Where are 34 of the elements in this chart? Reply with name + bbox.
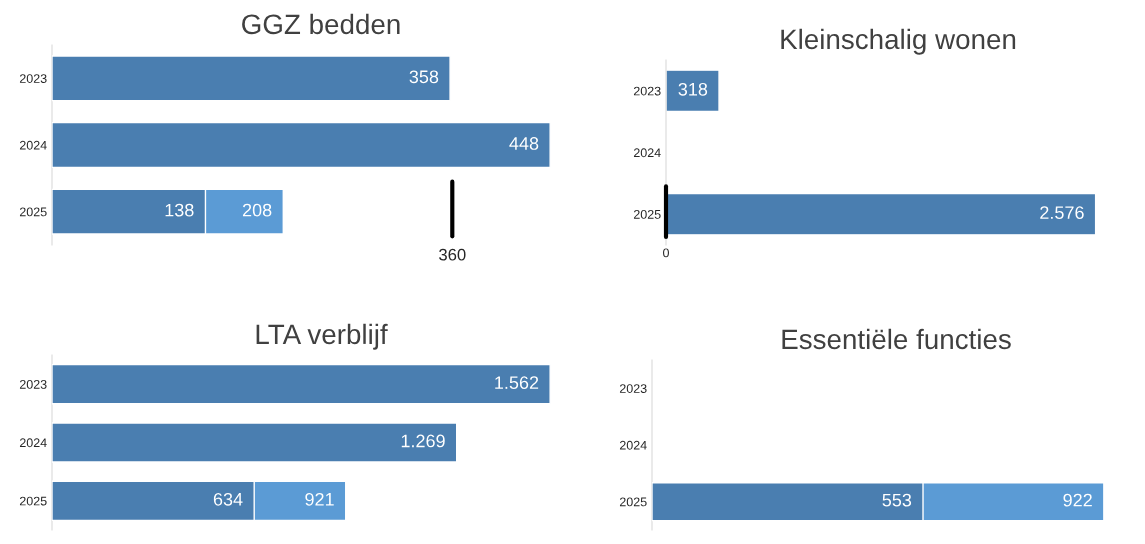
data-label: 448 (509, 137, 539, 150)
data-label: 1.269 (401, 434, 445, 448)
ref-line-label: 0 (663, 248, 669, 258)
data-label: 921 (305, 492, 334, 506)
y-tick-label: 2024 (619, 440, 647, 450)
y-tick-label: 2025 (633, 209, 661, 219)
bar (52, 422, 458, 463)
chart-title: GGZ bedden (242, 13, 400, 35)
bar (52, 121, 551, 169)
y-tick-label: 2023 (19, 74, 47, 83)
data-label: 553 (882, 493, 912, 507)
y-tick-label: 2024 (633, 148, 661, 158)
chart-title: LTA verblijf (256, 323, 388, 350)
data-label: 208 (242, 203, 272, 217)
data-label: 1.562 (495, 376, 539, 390)
bar (52, 363, 551, 405)
data-label: 2.576 (1040, 206, 1084, 220)
y-tick-label: 2024 (19, 438, 47, 448)
data-label: 138 (165, 203, 194, 217)
y-tick-label: 2025 (19, 207, 47, 217)
y-tick-label: 2023 (633, 86, 661, 96)
data-label: 318 (678, 82, 708, 96)
data-label: 358 (409, 70, 439, 84)
y-tick-label: 2024 (19, 140, 47, 150)
data-label: 922 (1063, 493, 1092, 507)
data-label: 634 (213, 492, 243, 506)
y-tick-label: 2025 (619, 497, 647, 507)
y-tick-label: 2023 (619, 384, 647, 393)
bar (52, 55, 451, 102)
y-tick-label: 2025 (19, 496, 47, 506)
chart-title: Essentiële functies (782, 328, 1011, 350)
ref-line-label: 360 (439, 248, 466, 261)
chart-title: Kleinschalig wonen (781, 28, 1016, 55)
y-tick-label: 2023 (19, 379, 47, 389)
